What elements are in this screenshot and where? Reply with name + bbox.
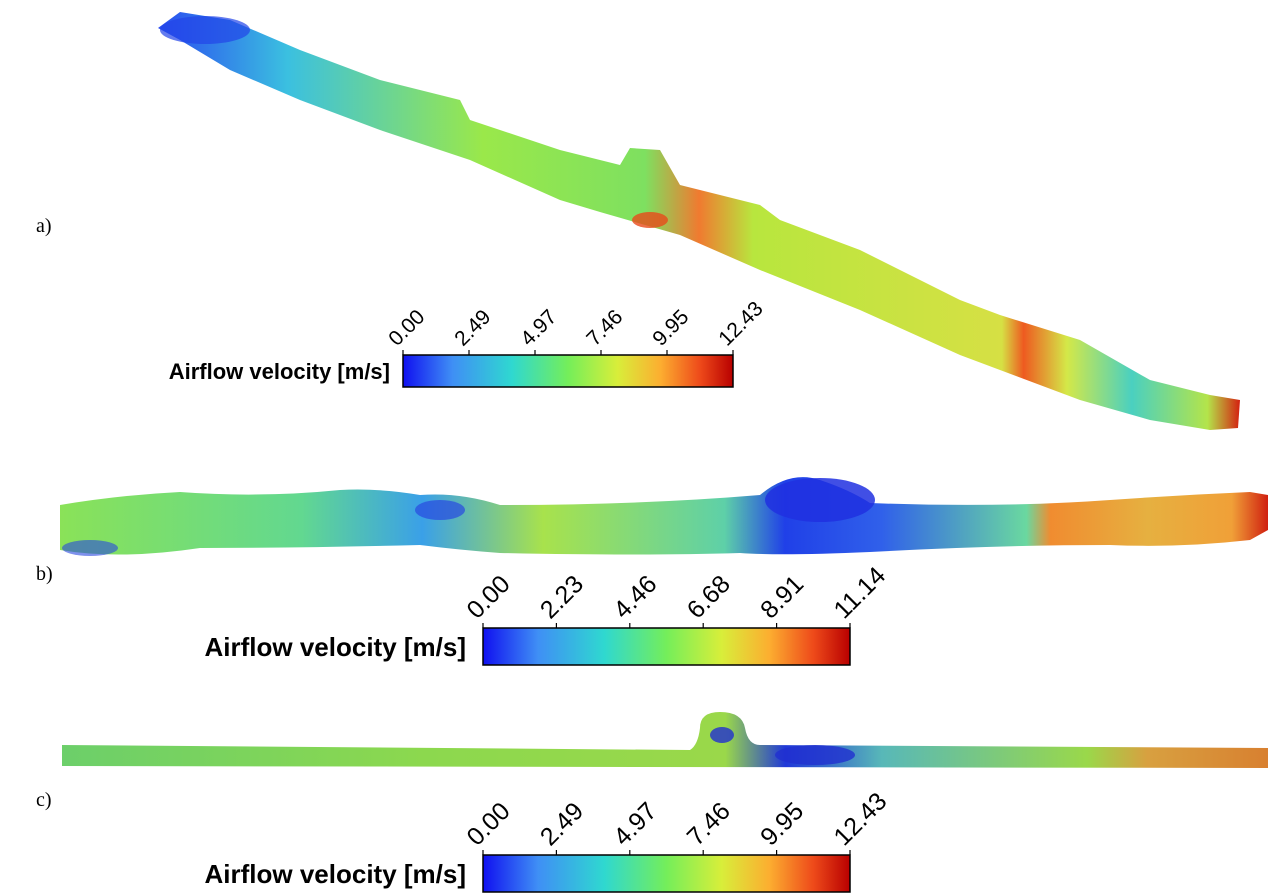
low-velocity-region bbox=[710, 727, 734, 743]
tick-label: 12.43 bbox=[828, 787, 892, 851]
tick-label: 2.49 bbox=[450, 305, 495, 350]
tick-label: 2.23 bbox=[535, 570, 589, 624]
panel-label: c) bbox=[36, 789, 52, 811]
low-velocity-region bbox=[160, 16, 250, 44]
low-velocity-region bbox=[415, 500, 465, 520]
tick-label: 8.91 bbox=[755, 570, 809, 624]
tick-label: 7.46 bbox=[682, 797, 736, 851]
airway-streamlines bbox=[158, 12, 1240, 430]
tick-label: 9.95 bbox=[755, 797, 809, 851]
tick-label: 0.00 bbox=[461, 570, 515, 624]
tick-label: 4.97 bbox=[516, 305, 561, 350]
low-velocity-region bbox=[765, 478, 875, 522]
tick-label: 0.00 bbox=[461, 797, 515, 851]
tick-label: 11.14 bbox=[828, 561, 891, 624]
colorbar bbox=[482, 627, 851, 666]
colorbar bbox=[402, 354, 734, 388]
panel-c-surface bbox=[62, 712, 1268, 768]
low-velocity-region bbox=[62, 540, 118, 556]
panel-b-surface bbox=[60, 477, 1268, 556]
airway-contour bbox=[62, 712, 1268, 768]
panel-label: b) bbox=[36, 563, 53, 585]
colorbar-title: Airflow velocity [m/s] bbox=[205, 632, 467, 662]
tick-label: 0.00 bbox=[384, 305, 429, 350]
high-velocity-region bbox=[632, 212, 668, 228]
tick-label: 7.46 bbox=[582, 305, 627, 350]
low-velocity-region bbox=[775, 745, 855, 765]
panel-label: a) bbox=[36, 215, 52, 237]
tick-label: 12.43 bbox=[714, 297, 767, 350]
tick-label: 4.46 bbox=[608, 570, 662, 624]
panel-a-flow bbox=[158, 12, 1240, 430]
tick-label: 4.97 bbox=[608, 797, 662, 851]
colorbar-title: Airflow velocity [m/s] bbox=[205, 859, 467, 889]
tick-label: 2.49 bbox=[535, 797, 589, 851]
tick-label: 9.95 bbox=[648, 305, 693, 350]
colorbar-title: Airflow velocity [m/s] bbox=[169, 359, 390, 384]
tick-label: 6.68 bbox=[682, 570, 736, 624]
colorbar bbox=[482, 854, 851, 893]
airway-contour bbox=[60, 477, 1268, 555]
